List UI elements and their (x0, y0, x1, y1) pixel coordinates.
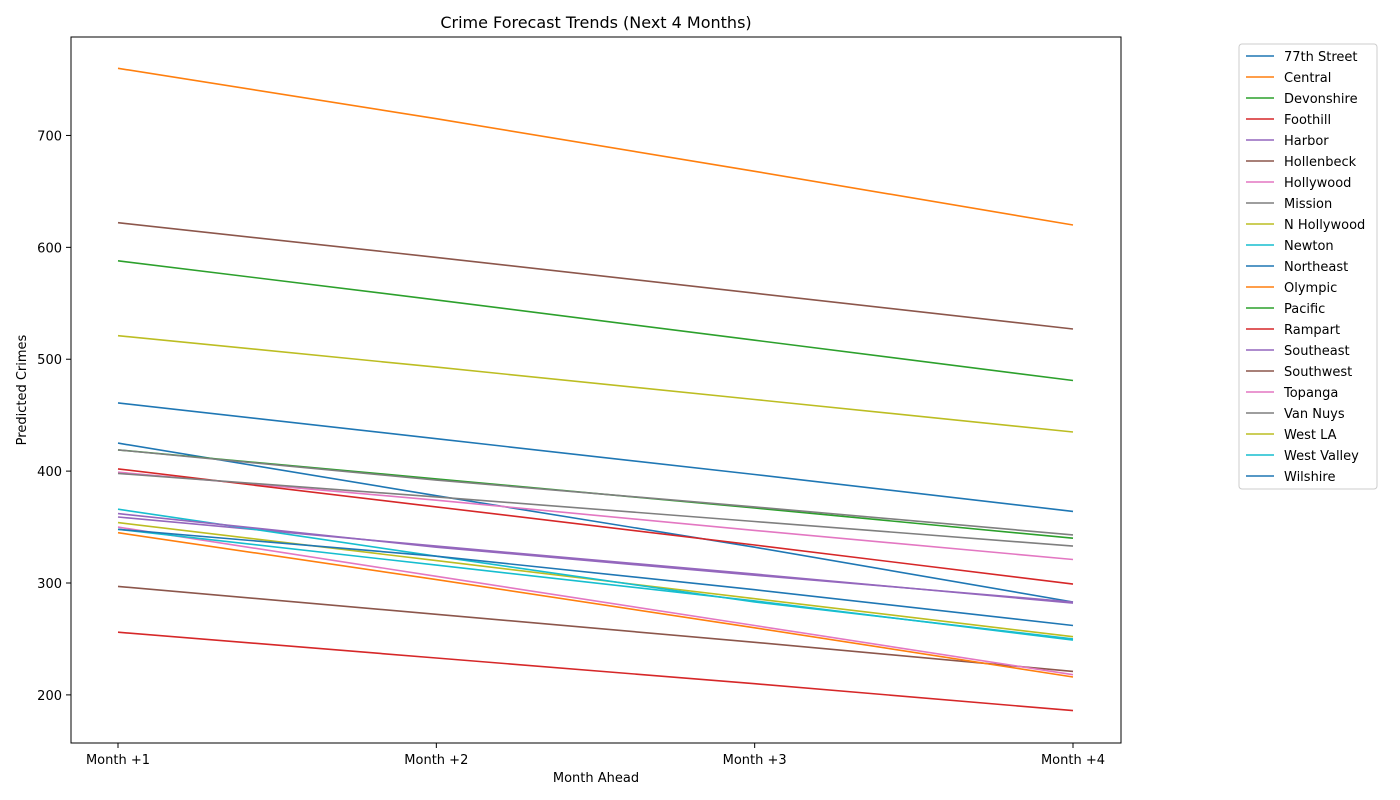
y-tick-label: 700 (37, 129, 62, 144)
legend-label-hollenbeck: Hollenbeck (1284, 155, 1357, 170)
legend-label-topanga: Topanga (1283, 386, 1338, 401)
series-line-olympic (117, 531, 1074, 678)
series-line-southwest (117, 221, 1074, 330)
y-tick-label: 600 (37, 241, 62, 256)
series-line-van-nuys (117, 472, 1074, 547)
legend-label-newton: Newton (1284, 239, 1334, 254)
series-line-rampart (117, 468, 1074, 585)
legend-label-west-la: West LA (1284, 428, 1337, 443)
legend-label-mission: Mission (1284, 197, 1332, 212)
legend-label-rampart: Rampart (1284, 323, 1340, 338)
series-line-wilshire (117, 528, 1074, 627)
x-tick-label: Month +3 (723, 753, 787, 768)
y-axis: 200 300 400 500 600 700 (37, 129, 71, 704)
series-line-mission (117, 449, 1074, 536)
series-line-hollenbeck (117, 585, 1074, 673)
legend-label-foothill: Foothill (1284, 113, 1331, 128)
legend-label-77th-street: 77th Street (1284, 50, 1358, 65)
legend-label-van-nuys: Van Nuys (1284, 407, 1345, 422)
series-lines (117, 67, 1074, 712)
x-axis-title: Month Ahead (553, 771, 639, 786)
y-tick-label: 200 (37, 689, 62, 704)
chart-title: Crime Forecast Trends (Next 4 Months) (440, 13, 751, 32)
series-line-pacific (117, 260, 1074, 382)
series-line-topanga (117, 526, 1074, 676)
series-line-southeast (117, 512, 1074, 603)
legend-label-harbor: Harbor (1284, 134, 1329, 149)
series-line-central (117, 67, 1074, 226)
legend-label-central: Central (1284, 71, 1331, 86)
y-tick-label: 300 (37, 577, 62, 592)
x-axis: Month +1 Month +2 Month +3 Month +4 (86, 743, 1105, 768)
legend-label-southeast: Southeast (1284, 344, 1350, 359)
legend-label-wilshire: Wilshire (1284, 470, 1335, 485)
series-line-77th-street (117, 442, 1074, 603)
x-tick-label: Month +1 (86, 753, 150, 768)
legend-label-northeast: Northeast (1284, 260, 1348, 275)
x-tick-label: Month +2 (404, 753, 468, 768)
legend-label-olympic: Olympic (1284, 281, 1337, 296)
series-line-hollywood (117, 471, 1074, 561)
legend-label-hollywood: Hollywood (1284, 176, 1351, 191)
legend-label-devonshire: Devonshire (1284, 92, 1358, 107)
y-tick-label: 500 (37, 353, 62, 368)
series-line-west-la (117, 334, 1074, 433)
y-tick-label: 400 (37, 465, 62, 480)
series-line-west-valley (117, 528, 1074, 641)
legend-label-n-hollywood: N Hollywood (1284, 218, 1365, 233)
series-line-northeast (117, 402, 1074, 513)
plot-area (70, 36, 1122, 744)
series-line-foothill (117, 631, 1074, 712)
y-axis-title: Predicted Crimes (15, 334, 30, 445)
legend: 77th Street Central Devonshire Foothill Harb… (1238, 43, 1378, 490)
legend-box (1238, 43, 1378, 490)
legend-label-southwest: Southwest (1284, 365, 1352, 380)
x-tick-label: Month +4 (1041, 753, 1105, 768)
legend-label-pacific: Pacific (1284, 302, 1325, 317)
legend-label-west-valley: West Valley (1284, 449, 1359, 464)
